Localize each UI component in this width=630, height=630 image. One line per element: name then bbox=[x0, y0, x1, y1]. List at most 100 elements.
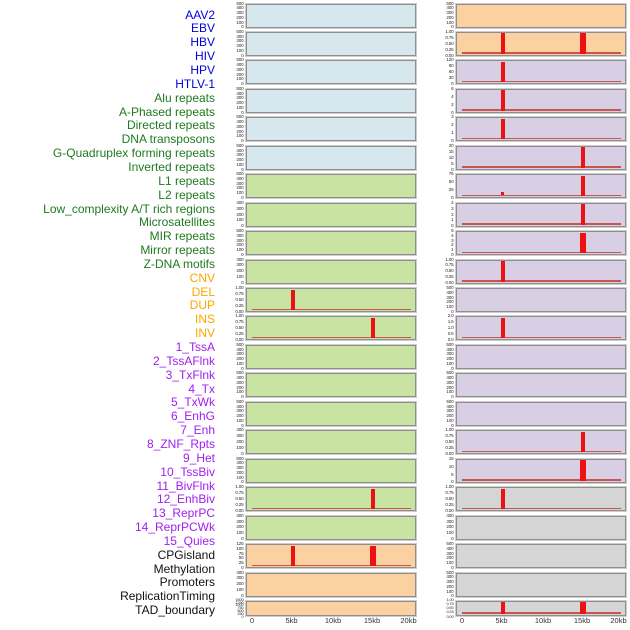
y-tick: 0.25 bbox=[235, 302, 244, 308]
y-tick: 0.00 bbox=[235, 507, 244, 513]
y-tick: 2.0 bbox=[447, 313, 454, 319]
y-tick: 100 bbox=[236, 217, 244, 223]
y-tick: 0 bbox=[241, 280, 244, 286]
y-tick: 500 bbox=[236, 341, 244, 347]
y-tick: 30 bbox=[448, 75, 454, 81]
y-tick: 200 bbox=[446, 299, 454, 305]
y-tick: 400 bbox=[236, 5, 244, 11]
track-panel-replicationtiming bbox=[455, 572, 626, 597]
y-tick: 100 bbox=[446, 560, 454, 566]
signal-spike-15kb bbox=[580, 204, 585, 225]
signal-baseline bbox=[251, 308, 411, 310]
y-axis-ticks-tad-boundary: 1.00 0.75 0.50 0.25 0.00 bbox=[420, 596, 454, 618]
y-tick: 0 bbox=[241, 24, 244, 30]
track-label-htlv-1: HTLV-1 bbox=[175, 76, 215, 91]
y-tick: 4 bbox=[451, 199, 454, 205]
y-axis-ticks-2-tssaflnk: 6 4 2 0 bbox=[420, 86, 454, 115]
y-axis-ticks-4-tx: 20 15 10 5 0 bbox=[420, 143, 454, 172]
y-tick: 1.00 bbox=[445, 427, 454, 433]
y-tick: 3 bbox=[451, 114, 454, 120]
y-tick: 0 bbox=[241, 593, 244, 599]
signal-spike-15kb bbox=[579, 602, 586, 614]
y-axis-ticks-3-txflnk: 3 2 1 0 bbox=[420, 114, 454, 143]
track-panel-promoters bbox=[455, 544, 626, 569]
y-axis-ticks-mir-repeats: 500 400 300 200 100 0 bbox=[210, 455, 244, 485]
y-tick: 200 bbox=[236, 469, 244, 475]
y-tick: 0 bbox=[451, 365, 454, 371]
track-label-1-tssa: 1_TssA bbox=[175, 340, 215, 354]
signal-spike-5kb bbox=[500, 488, 505, 510]
y-tick: 100 bbox=[236, 530, 244, 536]
y-axis-ticks-a-phased-repeats: 400 300 200 100 0 bbox=[210, 200, 244, 229]
y-tick: 300 bbox=[446, 379, 454, 385]
y-tick: 100 bbox=[236, 360, 244, 366]
track-label-14-reprpcwk: 14_ReprPCWk bbox=[134, 520, 215, 535]
y-tick: 300 bbox=[446, 550, 454, 556]
y-tick: 1.00 bbox=[446, 596, 454, 602]
signal-baseline bbox=[461, 137, 621, 140]
y-tick: 300 bbox=[236, 575, 244, 581]
track-label-l1-repeats: L1 repeats bbox=[158, 173, 215, 188]
signal-baseline bbox=[461, 251, 621, 254]
y-axis-ticks-ebv: 500 400 300 200 100 0 bbox=[210, 28, 244, 58]
y-tick: 0.50 bbox=[445, 40, 454, 46]
y-tick: 0 bbox=[451, 24, 454, 30]
signal-spike-5kb bbox=[500, 602, 505, 614]
y-tick: 200 bbox=[236, 268, 244, 274]
y-tick: 100 bbox=[446, 360, 454, 366]
y-tick: 200 bbox=[236, 100, 244, 106]
y-tick: 200 bbox=[236, 356, 244, 362]
y-tick: 0.25 bbox=[235, 501, 244, 507]
track-panel-mirror-repeats bbox=[245, 487, 416, 512]
y-tick: 500 bbox=[446, 341, 454, 347]
y-tick: 0 bbox=[241, 251, 244, 257]
y-tick: 1.00 bbox=[445, 28, 454, 34]
signal-spike-15kb bbox=[370, 488, 375, 510]
signal-spike-5kb bbox=[290, 289, 295, 310]
y-tick: 400 bbox=[446, 375, 454, 381]
y-tick: 500 bbox=[236, 28, 244, 34]
y-tick: 300 bbox=[236, 262, 244, 268]
y-tick: 3 bbox=[451, 237, 454, 243]
y-tick: 200 bbox=[236, 43, 244, 49]
track-label-alu-repeats: Alu repeats bbox=[154, 90, 215, 105]
y-tick: 2 bbox=[451, 242, 454, 248]
y-tick: 500 bbox=[236, 142, 244, 148]
y-tick: 400 bbox=[446, 403, 454, 409]
track-label-promoters: Promoters bbox=[159, 575, 215, 590]
signal-spike-15kb bbox=[369, 545, 376, 567]
y-tick: 1000 bbox=[235, 602, 244, 608]
y-tick: 0.00 bbox=[445, 52, 454, 58]
track-panel-inv bbox=[455, 31, 626, 56]
track-panel-cpgisland bbox=[455, 487, 626, 512]
y-tick: 300 bbox=[236, 205, 244, 211]
track-label-dup: DUP bbox=[189, 298, 215, 313]
y-axis-ticks-hbv: 500 400 300 200 100 0 bbox=[210, 57, 244, 86]
track-panel-12-enhbiv bbox=[455, 373, 626, 398]
y-axis-ticks-13-reprpc: 500 400 300 200 100 0 bbox=[420, 399, 454, 428]
y-tick: 500 bbox=[236, 57, 244, 63]
y-tick: 0.75 bbox=[445, 34, 454, 40]
track-label-aav2: AAV2 bbox=[185, 7, 215, 22]
y-tick: 500 bbox=[236, 455, 244, 461]
signal-baseline bbox=[461, 109, 621, 111]
y-tick: 1.0 bbox=[447, 325, 454, 331]
signal-baseline bbox=[461, 612, 621, 614]
y-tick: 500 bbox=[237, 608, 244, 613]
track-label-11-bivflnk: 11_BivFlnk bbox=[156, 478, 215, 493]
y-tick: 1500 bbox=[235, 596, 244, 602]
y-axis-ticks-aav2: 500 400 300 200 100 0 bbox=[210, 1, 244, 30]
y-tick: 500 bbox=[446, 370, 454, 376]
track-label-ebv: EBV bbox=[190, 21, 215, 36]
y-tick: 400 bbox=[236, 33, 244, 39]
y-tick: 120 bbox=[446, 57, 454, 63]
track-label-g-quadruplex-forming-repeats: G-Quadruplex forming repeats bbox=[52, 146, 215, 161]
y-tick: 75 bbox=[448, 171, 454, 177]
y-tick: 0.50 bbox=[235, 496, 244, 502]
signal-spike-15kb bbox=[370, 317, 375, 339]
track-label-mir-repeats: MIR repeats bbox=[149, 229, 215, 244]
y-tick: 4 bbox=[451, 232, 454, 238]
y-tick: 400 bbox=[446, 346, 454, 352]
signal-bump-5kb bbox=[501, 192, 504, 196]
